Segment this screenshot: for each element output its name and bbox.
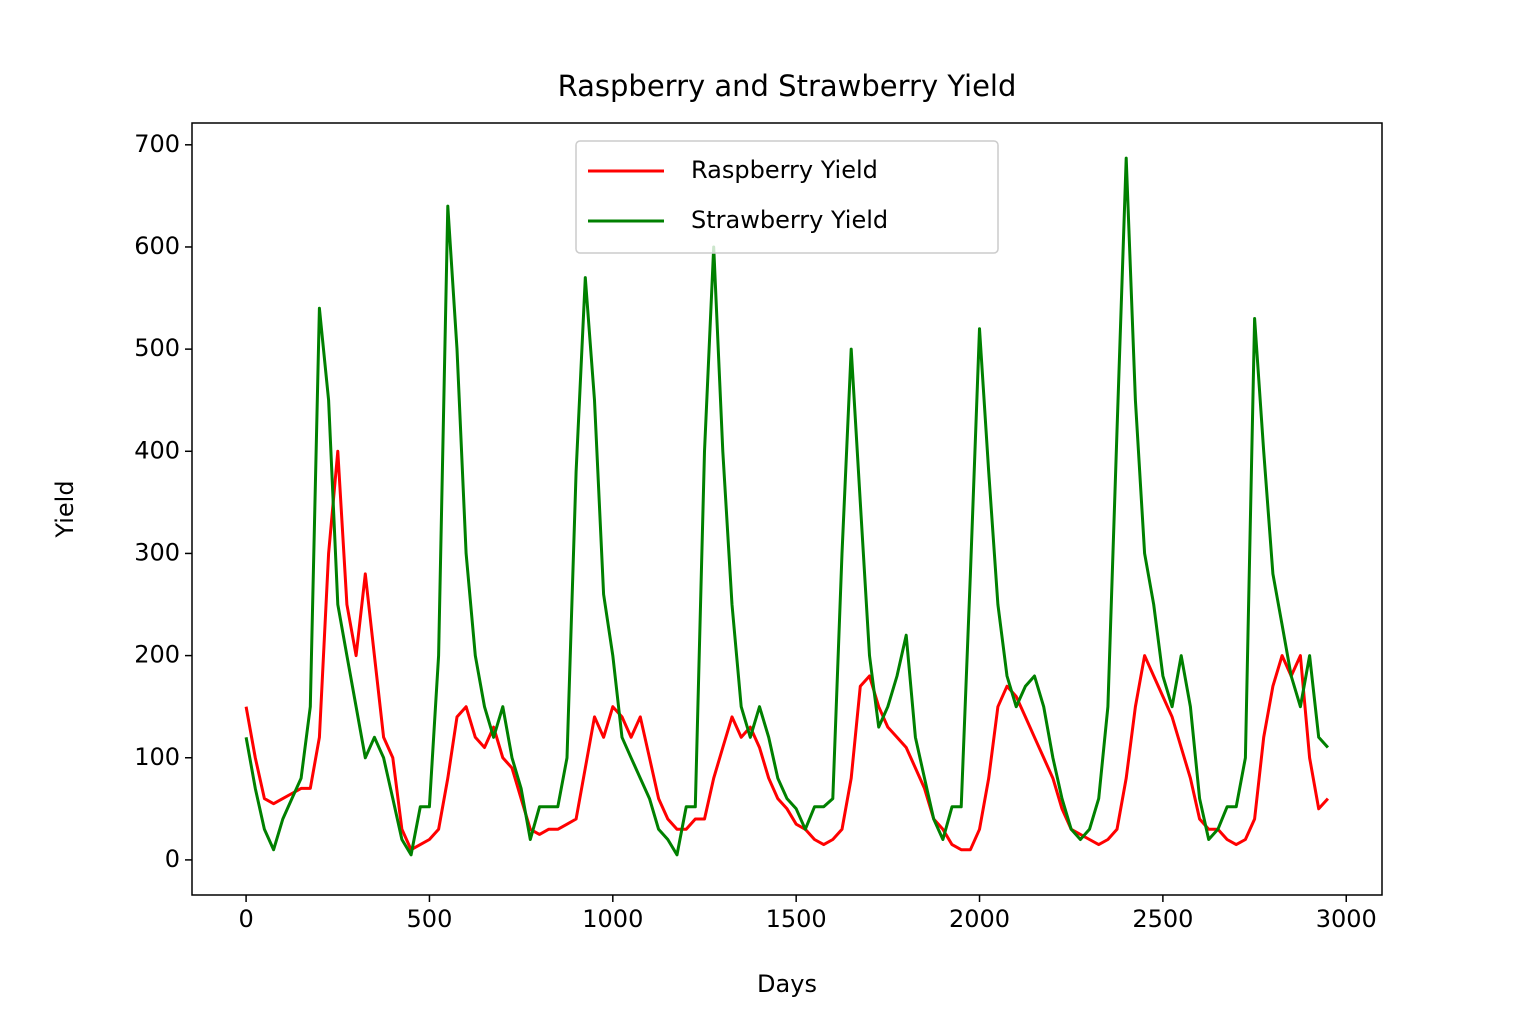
y-tick-label: 100: [134, 743, 180, 771]
x-tick-label: 2000: [949, 905, 1010, 933]
legend-box: [575, 140, 999, 254]
legend: Raspberry Yield Strawberry Yield: [575, 140, 999, 254]
x-tick-label: 0: [238, 905, 253, 933]
y-tick-label: 0: [165, 845, 180, 873]
plot-frame: [191, 122, 1383, 896]
y-tick-label: 200: [134, 641, 180, 669]
legend-label: Raspberry Yield: [691, 156, 878, 184]
y-tick-label: 300: [134, 538, 180, 566]
legend-label: Strawberry Yield: [691, 206, 888, 234]
x-tick-label: 2500: [1132, 905, 1193, 933]
x-tick-label: 1500: [766, 905, 827, 933]
series-line: [244, 156, 1330, 857]
y-tick-label: 400: [134, 436, 180, 464]
series-line: [244, 449, 1330, 852]
y-axis-label: Yield: [51, 480, 79, 538]
chart-title: Raspberry and Strawberry Yield: [558, 69, 1017, 103]
x-tick-label: 500: [407, 905, 453, 933]
y-tick-label: 700: [134, 130, 180, 158]
x-tick-label: 3000: [1316, 905, 1377, 933]
x-axis-label: Days: [757, 970, 817, 998]
y-tick-label: 600: [134, 232, 180, 260]
x-tick-label: 1000: [582, 905, 643, 933]
y-tick-label: 500: [134, 334, 180, 362]
